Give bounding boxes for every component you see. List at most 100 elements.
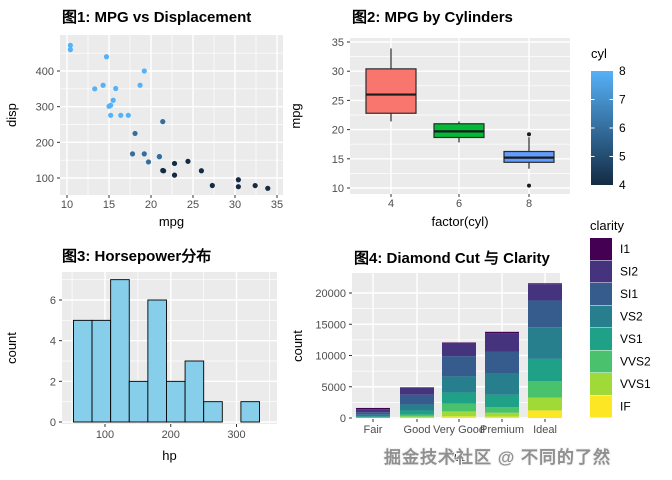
y-tick-label: 300 (36, 102, 54, 114)
scatter-point (171, 160, 178, 167)
scatter-point (125, 112, 131, 118)
scatter-point (141, 151, 147, 157)
stacked-bar-segment (528, 300, 562, 328)
plot-panel (60, 35, 283, 195)
stacked-bar-segment (528, 410, 562, 418)
scatter-point (185, 158, 191, 164)
stacked-bar-segment (528, 358, 562, 382)
scatter-point (145, 159, 152, 165)
legend-swatch (590, 283, 612, 305)
y-tick-label: 2 (50, 376, 56, 388)
axis-title: disp (4, 103, 19, 127)
stacked-bar-segment (400, 387, 434, 388)
legend-label: SI1 (620, 287, 638, 301)
scatter-point (198, 168, 204, 174)
x-tick-label: 4 (388, 198, 394, 210)
stacked-bar-segment (400, 394, 434, 405)
x-tick-label: Very Good (433, 424, 485, 436)
axis-title: mpg (159, 214, 184, 229)
chart-title: 图4: Diamond Cut 与 Clarity (354, 250, 551, 267)
y-tick-label: 4 (50, 336, 56, 348)
stacked-bar-segment (528, 381, 562, 398)
boxplot-box (365, 68, 417, 114)
scatter-point (160, 119, 166, 125)
histogram-bar (91, 319, 112, 423)
stacked-bar-segment (485, 331, 519, 334)
chart-mpg-vs-displacement: 10 15 20 25 30 35 100 200 300 400 图1: MPG vs Displ… (4, 9, 283, 229)
x-tick-label: Premium (480, 424, 524, 436)
y-tick-label: 10000 (315, 351, 346, 363)
legend-label: VS1 (620, 332, 643, 346)
stacked-bar-segment (442, 411, 476, 417)
y-tick-label: 30 (332, 66, 344, 78)
y-tick-label: 100 (36, 173, 54, 185)
stacked-bar-segment (485, 333, 519, 352)
x-tick-label: 30 (229, 199, 241, 211)
watermark-text: 掘金技术社区 @ 不同的了然 (384, 448, 612, 467)
y-tick-label: 15000 (315, 319, 346, 331)
scatter-point (129, 151, 136, 157)
legend-swatch (590, 395, 612, 418)
x-tick-label: 10 (61, 199, 73, 211)
legend-swatch (590, 373, 612, 395)
y-tick-label: 0 (340, 413, 346, 425)
stacked-bar-segment (528, 327, 562, 359)
scatter-point (118, 112, 124, 118)
stacked-bar-segment (400, 414, 434, 417)
legend-tick-label: 6 (619, 121, 626, 135)
scatter-point (171, 172, 178, 178)
histogram-bar (240, 401, 260, 423)
legend-label: VS2 (620, 310, 643, 324)
stacked-bar-segment (485, 407, 519, 413)
x-tick-label: 100 (96, 429, 114, 441)
outlier-point (527, 183, 531, 188)
histogram-bar (147, 299, 167, 423)
scatter-point (141, 68, 147, 74)
scatter-point (235, 177, 241, 183)
scatter-point (265, 185, 271, 191)
axis-title: hp (162, 448, 176, 463)
y-tick-label: 25 (332, 95, 344, 107)
legend-title: clarity (590, 218, 624, 233)
stacked-bar-segment (485, 351, 519, 374)
stacked-bar-segment (485, 373, 519, 395)
histogram-bar (110, 279, 130, 423)
legend-label: SI2 (620, 265, 638, 279)
legend-swatch (590, 238, 612, 260)
chart-title: 图2: MPG by Cylinders (352, 9, 513, 26)
scatter-point (67, 42, 73, 48)
legend-swatch (590, 260, 612, 283)
y-tick-label: 15 (332, 154, 344, 166)
stacked-bar-segment (400, 410, 434, 415)
scatter-point (67, 47, 73, 53)
stacked-bar-segment (356, 416, 390, 418)
y-tick-label: 35 (332, 37, 344, 49)
histogram-bar (203, 401, 223, 423)
stacked-bar-segment (442, 392, 476, 404)
stacked-bar-segment (442, 356, 476, 377)
stacked-bar-segment (485, 412, 519, 417)
x-tick-label: 15 (103, 199, 115, 211)
scatter-point (92, 86, 98, 92)
histogram-bar (184, 360, 205, 423)
stacked-bar-segment (528, 397, 562, 411)
histogram-bar (128, 380, 149, 423)
stacked-bar-segment (442, 343, 476, 357)
legend-label: I1 (620, 242, 630, 256)
histogram-bar (166, 380, 186, 423)
legend-gradient-bar (591, 71, 613, 185)
axis-title: mpg (288, 103, 303, 128)
x-tick-label: 200 (162, 429, 180, 441)
stacked-bar-segment (400, 416, 434, 418)
y-tick-label: 0 (50, 417, 56, 429)
chart-title: 图3: Horsepower分布 (62, 247, 211, 265)
scatter-point (100, 82, 106, 88)
stacked-bar-segment (400, 404, 434, 411)
legend-swatch (590, 350, 612, 373)
stacked-bar-segment (400, 387, 434, 395)
scatter-point (113, 85, 119, 92)
x-tick-label: Fair (364, 424, 383, 436)
scatter-point (235, 184, 241, 190)
stacked-bar-segment (485, 394, 519, 408)
stacked-bar-segment (356, 412, 390, 415)
